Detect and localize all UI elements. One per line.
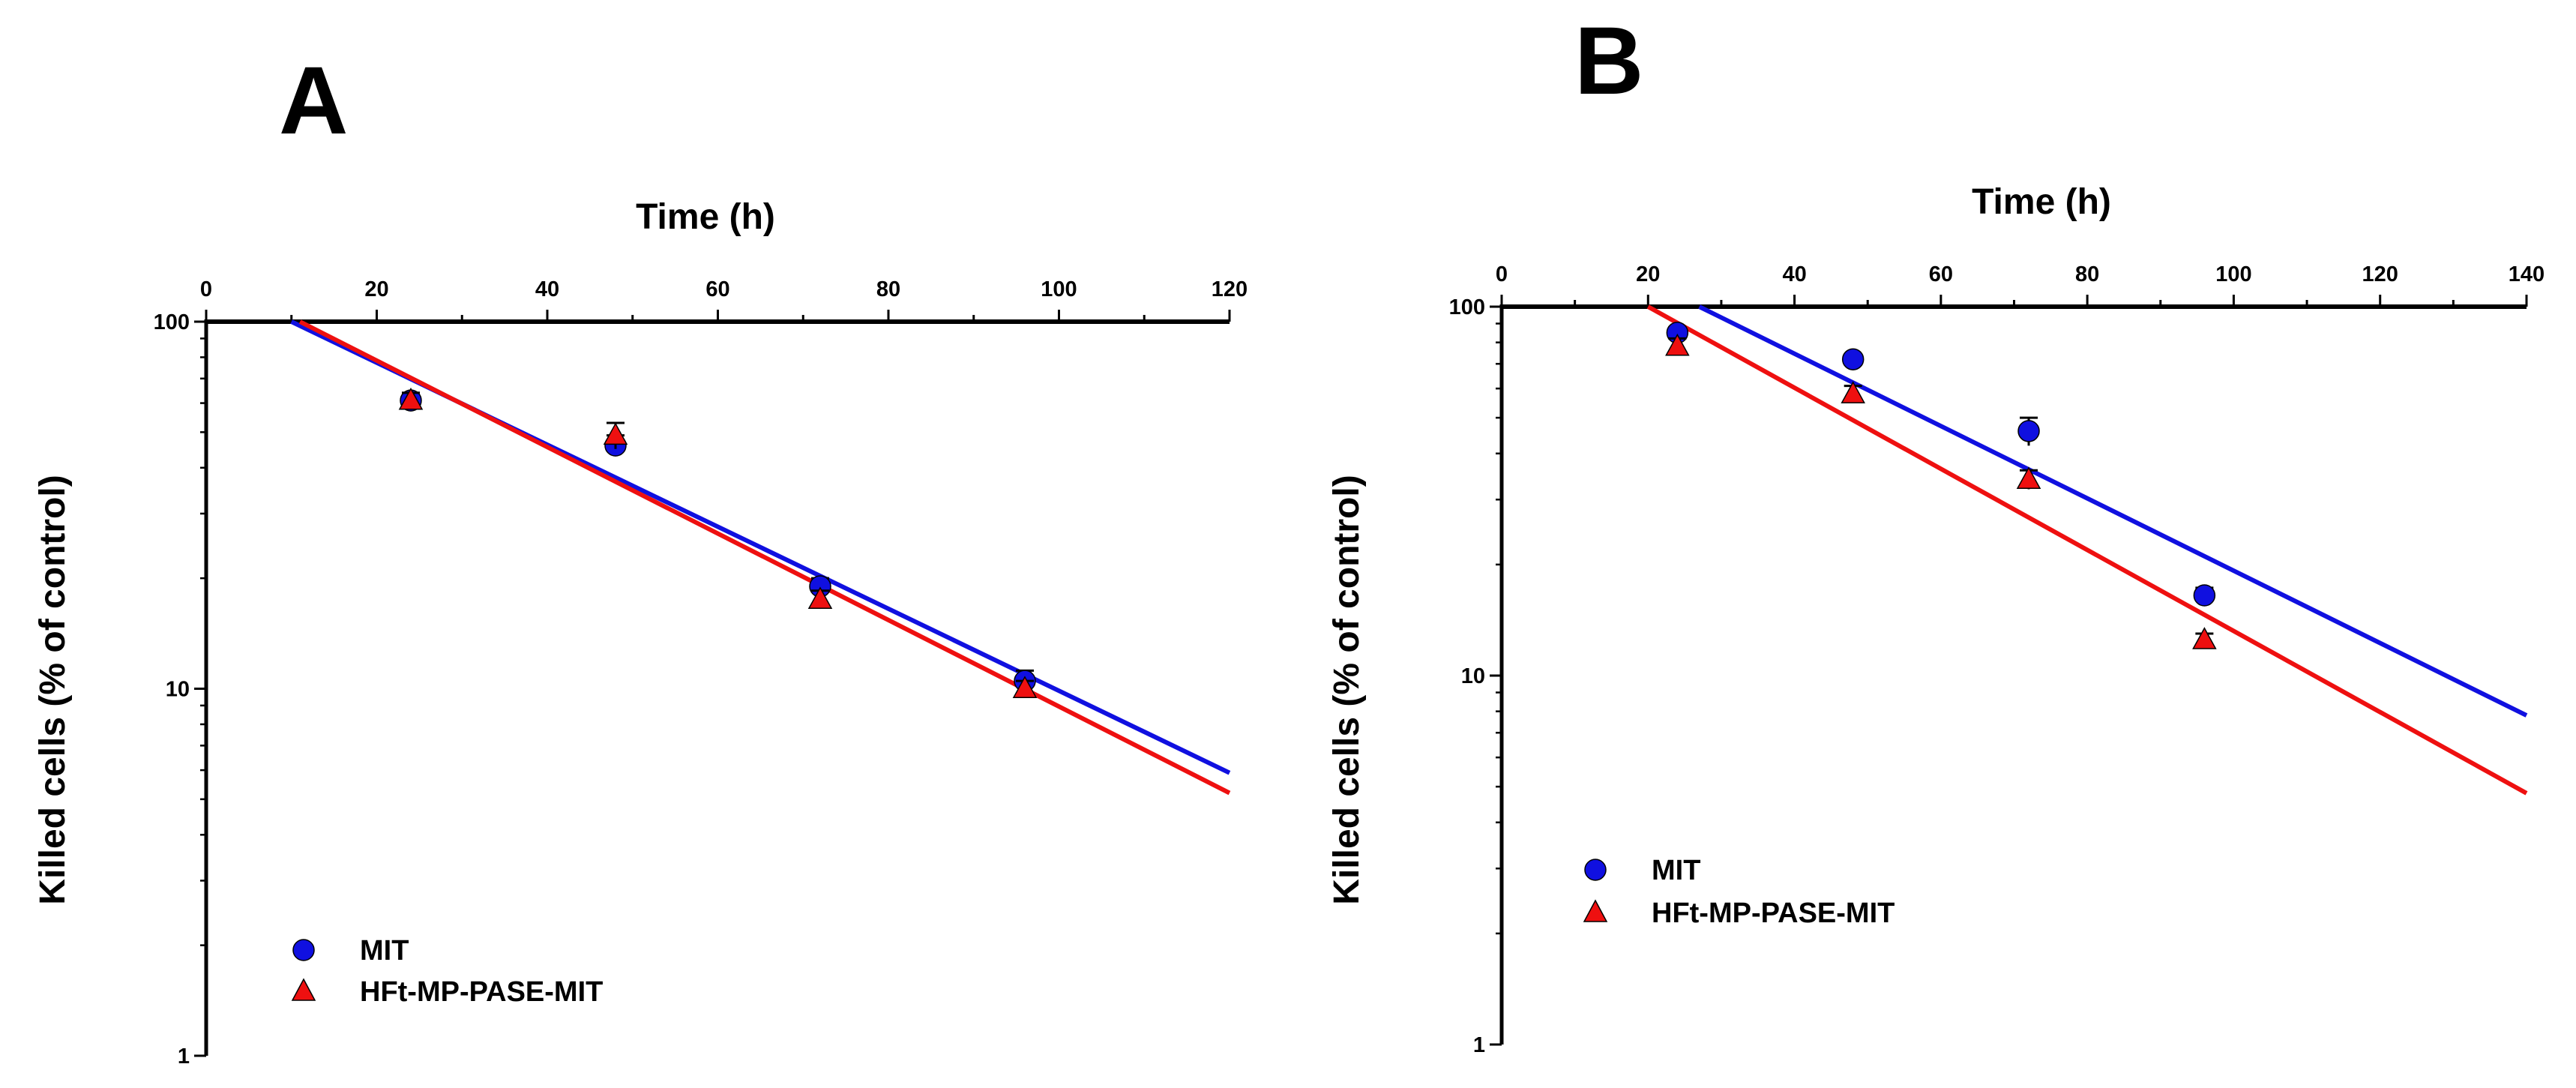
panel-b-hft-point	[2192, 627, 2217, 649]
panel-a-x-tick-label: 100	[1041, 277, 1077, 301]
panel-a-legend-mit-marker	[292, 939, 315, 961]
panel-a-x-tick-label: 40	[535, 277, 559, 301]
panel-a-y-tick-label: 1	[178, 1045, 190, 1069]
panel-b-y-tick-label: 10	[1461, 664, 1485, 688]
panel-a-x-tick-label: 120	[1212, 277, 1248, 301]
panel-b-legend-hft-marker	[1583, 899, 1608, 922]
panel-b-x-tick-label: 0	[1496, 262, 1508, 286]
panel-a-x-axis-title: Time (h)	[636, 197, 775, 237]
panel-b-hft-fit-line	[1646, 304, 2528, 796]
panel-b-x-tick-label: 120	[2362, 262, 2398, 286]
panel-b-x-tick-label: 80	[2075, 262, 2099, 286]
panel-b-hft-point	[1665, 333, 1690, 356]
panel-a-legend: MIT HFt-MP-PASE-MIT	[291, 935, 603, 1008]
panel-a-legend-label-mit: MIT	[360, 935, 409, 967]
panel-b-x-tick-label: 40	[1782, 262, 1806, 286]
panel-b-x-tick-label: 60	[1929, 262, 1953, 286]
panel-b-legend-label-mit: MIT	[1652, 855, 1700, 886]
panel-a-x-tick-label: 80	[876, 277, 900, 301]
panel-b-plot: 0 20 40 60 80 100 120 140 1 10 100 MIT HFt-MP-PASE-M…	[1449, 262, 2545, 1057]
panel-b-legend: MIT HFt-MP-PASE-MIT	[1583, 855, 1895, 929]
panel-a-y-tick-label: 10	[166, 678, 190, 702]
panel-b-x-tick-label: 20	[1636, 262, 1660, 286]
panel-b-mit-point	[1841, 348, 1865, 370]
panel-a-x-tick-label: 0	[200, 277, 212, 301]
panel-b-mit-point	[2017, 420, 2040, 442]
panel-a-legend-hft-marker	[291, 978, 316, 1001]
panel-a-letter: A	[279, 47, 348, 154]
panel-b-x-tick-label: 140	[2509, 262, 2545, 286]
panel-a-y-tick-label: 100	[154, 310, 190, 334]
panel-b-y-tick-label: 100	[1449, 295, 1485, 319]
panel-b-legend-mit-marker	[1584, 859, 1607, 881]
panel-b-legend-label-hft: HFt-MP-PASE-MIT	[1652, 898, 1895, 929]
panel-a-x-tick-label: 60	[705, 277, 729, 301]
panel-a-hft-point	[603, 422, 628, 445]
panel-b-mit-fit-line	[1698, 304, 2528, 718]
panel-a-y-axis-title: Killed cells (% of control)	[33, 475, 73, 904]
panel-b-y-tick-label: 1	[1473, 1033, 1485, 1057]
panel-a-hft-point	[398, 387, 424, 410]
panel-a-hft-fit-line	[298, 319, 1231, 796]
panel-b-mit-point	[2193, 584, 2216, 607]
panel-b-x-axis-title: Time (h)	[1972, 182, 2111, 222]
panel-b-hft-point	[1841, 381, 1865, 403]
panel-b-x-tick-label: 100	[2215, 262, 2251, 286]
panel-a-legend-label-hft: HFt-MP-PASE-MIT	[360, 976, 603, 1008]
panel-b-letter: B	[1574, 7, 1643, 115]
panel-b-y-axis-title: Killed cells (% of control)	[1327, 475, 1367, 904]
panel-a-hft-point	[1012, 676, 1038, 698]
panel-a-x-tick-label: 20	[364, 277, 388, 301]
panel-b-hft-point	[2016, 466, 2041, 489]
panel-a-hft-point	[807, 586, 833, 609]
